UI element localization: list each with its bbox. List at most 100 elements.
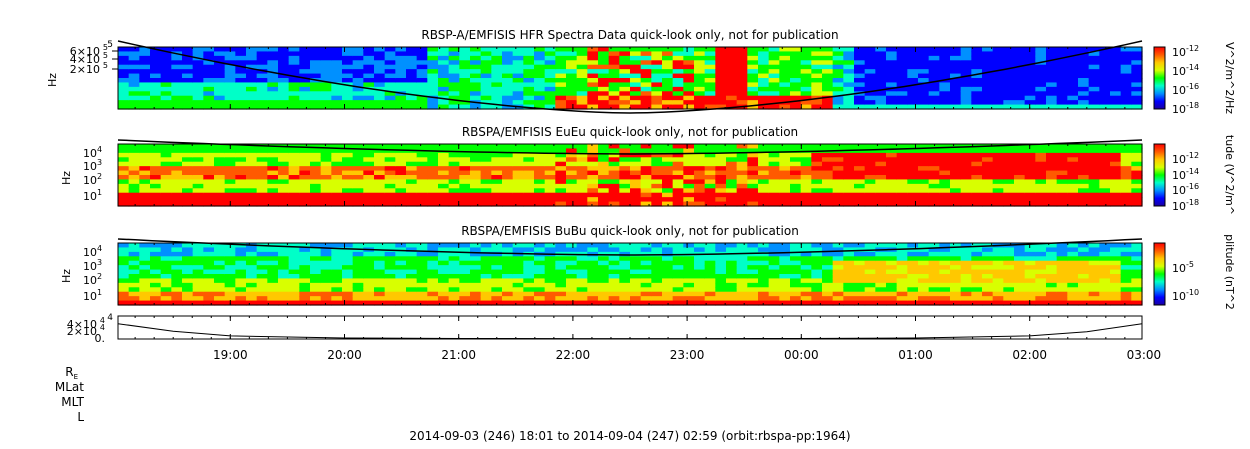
eueu-cell: [1110, 188, 1122, 194]
hfr-cell: [491, 51, 503, 57]
hfr-cell: [1046, 60, 1058, 66]
hfr-cell: [768, 78, 780, 84]
hfr-cell: [982, 82, 994, 88]
bubu-cell: [406, 282, 418, 288]
eueu-cell: [384, 170, 396, 176]
bubu-cell: [1024, 296, 1036, 302]
bubu-yticklabel: 103: [83, 258, 102, 273]
eueu-cell: [406, 157, 418, 163]
hfr-cell: [864, 60, 876, 66]
eueu-cell: [214, 161, 226, 167]
hfr-cell: [214, 82, 226, 88]
eueu-cell: [182, 201, 194, 207]
hfr-cell: [491, 91, 503, 97]
eueu-cell: [683, 148, 695, 154]
eueu-cell: [416, 192, 428, 198]
hfr-cell: [662, 73, 674, 79]
eueu-cell: [1056, 144, 1068, 150]
bubu-cell: [608, 265, 620, 271]
eueu-cell: [203, 192, 215, 198]
eueu-cell: [811, 201, 823, 207]
hfr-cell: [651, 104, 663, 110]
hfr-cell: [416, 51, 428, 57]
bubu-cell: [555, 260, 567, 266]
bubu-cell: [214, 251, 226, 257]
hfr-cell: [214, 69, 226, 75]
eueu-cell: [1131, 192, 1143, 198]
bubu-cell: [448, 300, 460, 306]
hfr-cell: [587, 78, 599, 84]
eueu-cell: [1120, 175, 1132, 181]
eueu-cell: [470, 175, 482, 181]
eueu-cell: [448, 175, 460, 181]
eueu-cell: [246, 166, 258, 172]
hfr-ytick-2e5: 2×10: [70, 63, 100, 76]
eueu-cell: [736, 188, 748, 194]
eueu-cell: [1014, 148, 1026, 154]
bubu-cell: [694, 287, 706, 293]
bubu-cell: [566, 260, 578, 266]
hfr-cell: [1078, 47, 1090, 53]
eueu-cell: [192, 197, 204, 203]
time-range-footer: 2014-09-03 (246) 18:01 to 2014-09-04 (24…: [409, 429, 850, 443]
bubu-cell: [1131, 247, 1143, 253]
bubu-cell: [214, 300, 226, 306]
eueu-cell: [363, 157, 375, 163]
bubu-cell: [395, 274, 407, 280]
hfr-cell: [150, 55, 162, 61]
hfr-cell: [619, 100, 631, 106]
hfr-cell: [726, 82, 738, 88]
eueu-cell: [491, 148, 503, 154]
eueu-cell: [608, 197, 620, 203]
eueu-cell: [1035, 179, 1047, 185]
hfr-cell: [896, 73, 908, 79]
eueu-cell: [310, 179, 322, 185]
hfr-cell: [672, 100, 684, 106]
bubu-cell: [630, 291, 642, 297]
hfr-cell: [203, 104, 215, 110]
bubu-cell: [363, 243, 375, 249]
eueu-cell: [363, 166, 375, 172]
eueu-cell: [704, 188, 716, 194]
eueu-cell: [790, 161, 802, 167]
bubu-cell: [651, 256, 663, 262]
hfr-cell: [118, 86, 130, 92]
bubu-cell: [971, 256, 983, 262]
hfr-cell: [416, 47, 428, 53]
eueu-cell: [768, 197, 780, 203]
hfr-cell: [427, 73, 439, 79]
bubu-cell: [832, 300, 844, 306]
hfr-cell: [576, 55, 588, 61]
eueu-cell: [427, 170, 439, 176]
hfr-cell: [950, 95, 962, 101]
eueu-cell: [182, 197, 194, 203]
eueu-cell: [192, 144, 204, 150]
hfr-cell: [1099, 78, 1111, 84]
hfr-cell: [822, 55, 834, 61]
eueu-cell: [1024, 192, 1036, 198]
eueu-cell: [939, 170, 951, 176]
hfr-cell: [523, 100, 535, 106]
eueu-cell: [384, 152, 396, 158]
eueu-cell: [310, 188, 322, 194]
bubu-cell: [726, 274, 738, 280]
hfr-cell: [576, 60, 588, 66]
bubu-cell: [192, 243, 204, 249]
hfr-cell: [470, 95, 482, 101]
bubu-cell: [224, 287, 236, 293]
hfr-cell: [640, 100, 652, 106]
eueu-cell: [928, 175, 940, 181]
eueu-cell: [1014, 197, 1026, 203]
bubu-cell: [416, 274, 428, 280]
hfr-cell: [587, 64, 599, 70]
hfr-cell: [907, 104, 919, 110]
hfr-cell: [1120, 91, 1132, 97]
bubu-cell: [512, 265, 524, 271]
eueu-cell: [640, 170, 652, 176]
hfr-cell: [1088, 60, 1100, 66]
eueu-cell: [672, 166, 684, 172]
eueu-cell: [598, 183, 610, 189]
eueu-cell: [1003, 197, 1015, 203]
eueu-cell: [875, 144, 887, 150]
eueu-cell: [416, 175, 428, 181]
